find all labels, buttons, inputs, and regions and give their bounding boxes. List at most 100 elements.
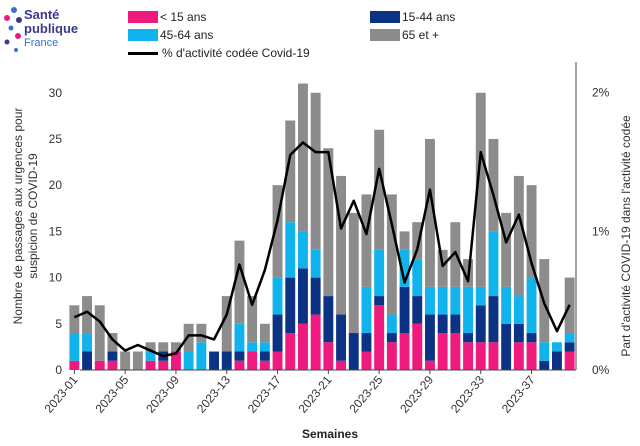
bar-segment-2: [374, 296, 385, 306]
bar-segment-1: [310, 314, 321, 370]
x-axis-title: Semaines: [302, 427, 358, 441]
bar-segment-2: [564, 342, 575, 352]
y2-tick-label: 0%: [592, 363, 610, 377]
legend-label: < 15 ans: [160, 10, 207, 24]
bar-segment-2: [259, 351, 270, 361]
bar-segment-1: [94, 360, 105, 370]
bar-segment-2: [310, 277, 321, 315]
bar-segment-4: [107, 333, 118, 352]
bar-segment-1: [437, 333, 448, 370]
x-tick-label: 2023-01: [42, 373, 81, 416]
legend-swatch: [370, 11, 400, 23]
legend-line-swatch: [128, 51, 158, 55]
bar-segment-1: [399, 333, 410, 370]
bar-segment-1: [285, 333, 296, 370]
bar-segment-1: [145, 360, 156, 370]
y2-tick-label: 1%: [592, 224, 610, 238]
bar-segment-4: [323, 148, 334, 297]
bar-segment-2: [488, 296, 499, 343]
bar-segment-3: [412, 259, 423, 297]
bar-segment-2: [234, 351, 245, 361]
bar-segment-2: [437, 314, 448, 334]
bar-segment-3: [234, 323, 245, 352]
logo-text: Santé publique France: [24, 8, 78, 50]
x-tick-label: 2023-33: [448, 373, 487, 416]
bar-segment-3: [501, 286, 512, 324]
y-axis-title-text: Nombre de passages aux urgences pour: [11, 108, 25, 325]
legend-label: 45-64 ans: [160, 28, 214, 42]
bar-segment-4: [513, 175, 524, 297]
bar-segment-1: [234, 360, 245, 370]
bar-segment-3: [475, 286, 486, 306]
bar-segment-4: [310, 92, 321, 250]
sante-publique-france-logo: Santé publique France: [2, 4, 82, 64]
bar-segment-3: [399, 249, 410, 287]
x-tick-label: 2023-13: [194, 373, 233, 416]
y-tick-label: 5: [55, 317, 62, 331]
bar-segment-3: [450, 286, 461, 315]
bar-segment-2: [450, 314, 461, 334]
right-axis-ticks: 0% 1% 2%: [592, 86, 610, 377]
bar-segment-2: [348, 333, 359, 370]
bar-segment-4: [272, 185, 283, 278]
bar-segment-4: [412, 222, 423, 260]
bar-segment-4: [285, 120, 296, 223]
bar-segment-1: [107, 360, 118, 370]
bar-segment-4: [425, 138, 435, 287]
bar-segment-4: [82, 296, 93, 334]
bar-segment-4: [374, 129, 385, 250]
x-tick-label: 2023-29: [397, 373, 436, 416]
bar-segment-2: [526, 333, 537, 343]
y-tick-label: 15: [49, 224, 63, 238]
bar-segment-3: [259, 342, 270, 352]
bar-segment-1: [463, 342, 474, 370]
legend-swatch: [370, 29, 400, 41]
x-axis-ticks: 2023-01 2023-05 2023-09 2023-13 2023-17 2023-…: [42, 370, 538, 416]
legend-item-under-15: < 15 ans: [128, 10, 206, 24]
bar-segment-3: [145, 351, 156, 361]
legend-item-65-plus: 65 et +: [370, 28, 439, 42]
y-axis-title-text-2: suspicion de COVID-19: [26, 153, 40, 279]
bar-segment-3: [437, 286, 448, 315]
bar-segment-3: [488, 231, 499, 297]
y-tick-label: 30: [49, 86, 63, 100]
bar-segment-1: [526, 342, 537, 370]
bar-segment-4: [298, 83, 308, 232]
bar-segment-1: [158, 360, 169, 370]
bar-segment-3: [564, 333, 575, 343]
bar-segment-4: [259, 323, 270, 343]
bar-segment-4: [69, 305, 80, 334]
covid-share-line: [73, 141, 571, 358]
bar-segment-1: [386, 342, 397, 370]
x-tick-label: 2023-05: [92, 373, 131, 416]
bar-segment-1: [69, 360, 80, 370]
legend-label: 65 et +: [402, 28, 440, 42]
bar-segment-3: [196, 342, 207, 370]
x-tick-label: 2023-37: [499, 373, 538, 416]
bar-segment-2: [107, 351, 118, 361]
left-axis-ticks: 0 5 10 15 20 25 30: [49, 86, 63, 377]
bar-segment-1: [298, 323, 308, 370]
bar-segment-3: [285, 222, 296, 278]
legend-item-15-44: 15-44 ans: [370, 10, 455, 24]
bar-segment-2: [501, 323, 512, 370]
legend-item-covid-share: % d'activité codée Covid-19: [128, 46, 310, 60]
bar-segment-4: [526, 185, 537, 278]
y2-axis-title: Part d'activité COVID-19 dans l'activité…: [619, 115, 633, 357]
bar-segment-3: [247, 342, 258, 352]
bar-segment-4: [196, 323, 207, 343]
bar-segment-4: [171, 342, 181, 352]
bar-segment-1: [361, 351, 372, 370]
bar-segment-4: [183, 323, 194, 352]
bar-segment-4: [336, 175, 347, 315]
y-tick-label: 10: [49, 271, 63, 285]
bar-segment-3: [463, 286, 474, 334]
y-tick-label: 25: [49, 132, 63, 146]
bar-segment-4: [94, 305, 105, 361]
bar-segment-3: [183, 351, 194, 370]
bar-segment-3: [82, 333, 93, 352]
bar-segment-4: [158, 342, 169, 352]
logo-line3: France: [24, 37, 59, 49]
bar-segment-4: [475, 92, 486, 287]
bar-segment-4: [399, 231, 410, 250]
